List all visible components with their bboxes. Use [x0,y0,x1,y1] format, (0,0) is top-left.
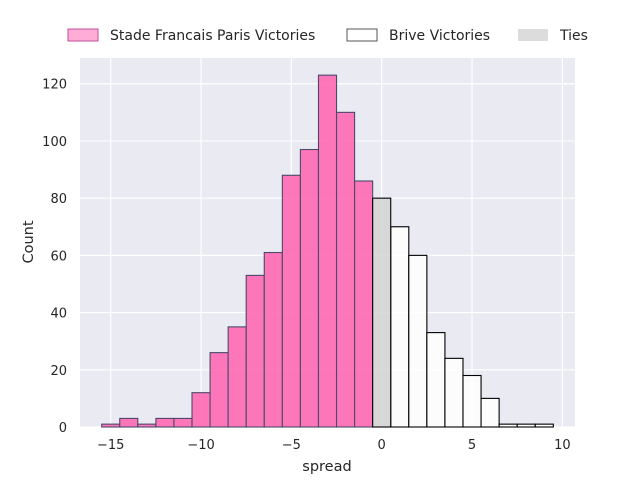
bar-stade-francais-11 [299,148,320,428]
bar-brive-5 [480,397,500,428]
legend-label-brive: Brive Victories [389,28,490,44]
x-axis-label: spread [302,459,351,475]
y-tick-label: 120 [42,78,67,93]
bar-ties-0 [372,197,392,428]
legend-swatch-brive [346,28,378,42]
bar-stade-francais-0 [101,423,121,428]
y-axis-ticks: 0 20 40 60 80 100 120 [42,78,67,436]
bar-stade-francais-7 [227,326,247,428]
bar-brive-4 [462,374,482,428]
bar-stade-francais-6 [209,352,229,428]
bar-stade-francais-8 [245,274,265,428]
bar-brive-8 [534,423,554,428]
legend-label-stade-francais: Stade Francais Paris Victories [110,28,315,44]
bar-stade-francais-5 [191,392,211,428]
bar-stade-francais-10 [281,174,301,428]
y-tick-label: 20 [50,364,67,379]
x-axis-ticks: −15 −10 −5 0 5 10 [97,438,571,453]
bar-brive-2 [426,332,446,428]
legend-label-ties: Ties [559,28,588,44]
bar-stade-francais-12 [317,74,338,428]
bar-brive-3 [444,357,464,428]
y-tick-label: 40 [50,307,67,322]
x-tick-label: 10 [554,438,571,453]
x-tick-label: 5 [468,438,476,453]
x-tick-label: −15 [97,438,124,453]
bar-stade-francais-13 [335,111,356,428]
y-axis-label: Count [21,220,37,263]
x-tick-label: 0 [378,438,386,453]
bars-layer [101,74,554,428]
y-tick-label: 0 [59,421,67,436]
bar-brive-1 [408,254,428,428]
bar-stade-francais-4 [173,417,193,428]
bar-stade-francais-1 [119,417,139,428]
x-tick-label: −5 [282,438,301,453]
legend-swatch-stade-francais [67,28,99,42]
legend-swatch-ties [518,29,548,41]
y-tick-label: 60 [50,249,67,264]
bar-stade-francais-14 [354,180,374,428]
x-tick-label: −10 [187,438,214,453]
y-tick-label: 100 [42,135,67,150]
legend: Stade Francais Paris Victories Brive Vict… [67,28,588,44]
bar-stade-francais-3 [155,417,175,428]
bar-brive-7 [516,423,536,428]
bar-stade-francais-2 [137,423,157,428]
bar-stade-francais-9 [263,251,283,428]
y-tick-label: 80 [50,192,67,207]
bar-brive-6 [498,423,518,428]
bar-brive-0 [390,226,410,428]
